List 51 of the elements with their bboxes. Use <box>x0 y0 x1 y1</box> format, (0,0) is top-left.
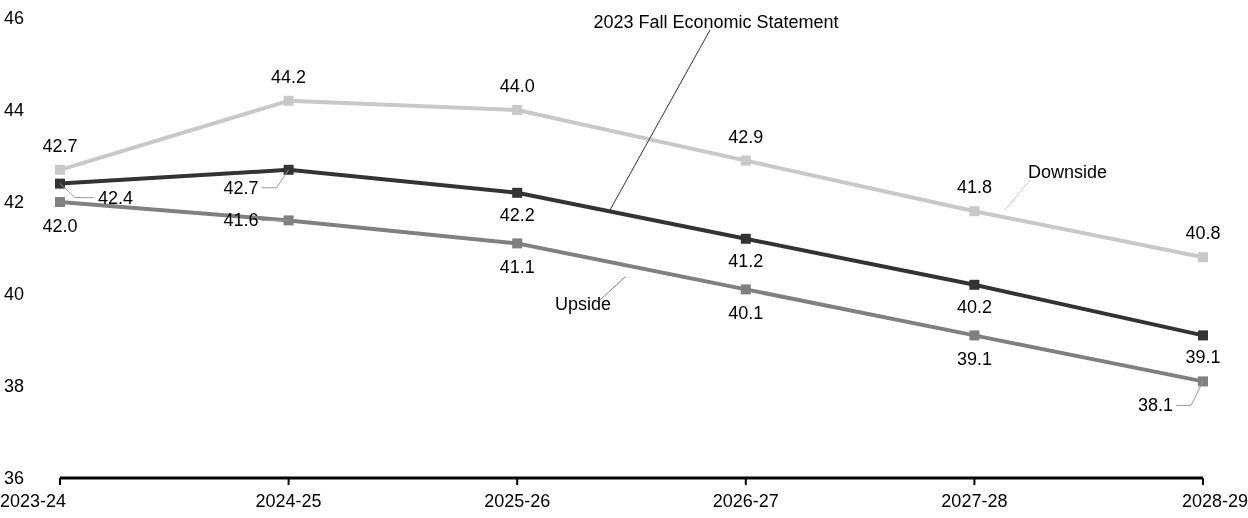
data-label: 38.1 <box>1137 395 1173 416</box>
data-label: 40.8 <box>1185 223 1221 244</box>
y-tick-label: 36 <box>4 468 25 488</box>
point <box>283 95 294 106</box>
x-tick-label: 2026-27 <box>712 491 779 511</box>
point <box>740 233 751 244</box>
point <box>969 330 980 341</box>
data-label: 44.0 <box>499 76 535 96</box>
data-label: 39.1 <box>956 349 992 370</box>
point <box>512 105 523 115</box>
data-label: 39.1 <box>1185 347 1221 368</box>
x-tick-label: 2023-24 <box>0 491 67 511</box>
point <box>283 215 294 226</box>
data-label: 40.1 <box>728 303 764 324</box>
y-tick-label: 44 <box>4 100 25 120</box>
y-tick-label: 42 <box>4 192 25 212</box>
point <box>1198 252 1208 263</box>
data-label: 42.0 <box>42 216 78 236</box>
point <box>969 206 980 217</box>
point <box>512 187 523 198</box>
point <box>55 197 65 207</box>
point <box>512 238 523 249</box>
legend-label: Upside <box>555 294 612 314</box>
data-label: 44.2 <box>271 66 307 87</box>
data-label: 42.2 <box>499 204 535 225</box>
y-tick-label: 40 <box>4 284 25 304</box>
data-label: 41.2 <box>728 250 764 271</box>
x-tick-label: 2025-26 <box>484 491 551 511</box>
point <box>55 164 65 175</box>
x-tick-label: 2027-28 <box>941 491 1008 511</box>
point <box>1198 330 1208 341</box>
text: 2023 Fall Economic Statement <box>593 12 839 32</box>
point <box>1198 376 1208 387</box>
y-tick-label: 38 <box>4 376 25 396</box>
data-label: 42.7 <box>42 135 78 156</box>
point <box>55 178 65 189</box>
text: Downside <box>1028 162 1108 182</box>
data-label: 40.2 <box>956 296 992 317</box>
point <box>740 155 751 166</box>
data-label: 42.4 <box>98 187 134 208</box>
data-label: 42.9 <box>728 126 764 147</box>
data-label: 41.1 <box>499 257 535 278</box>
y-tick-label: 46 <box>4 8 25 28</box>
data-label: 41.8 <box>956 177 992 198</box>
point <box>283 164 294 175</box>
x-tick-label: 2028-29 <box>1181 491 1248 511</box>
x-tick-label: 2024-25 <box>255 491 322 511</box>
point <box>740 284 751 295</box>
data-label: 42.7 <box>223 177 259 198</box>
data-label: 41.6 <box>223 210 259 231</box>
point <box>969 279 980 290</box>
